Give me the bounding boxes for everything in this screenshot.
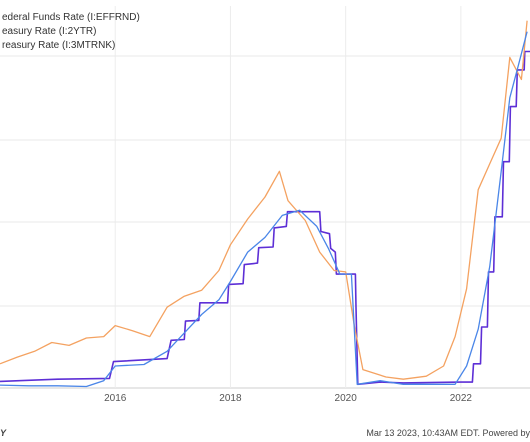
series-line-1 xyxy=(0,50,530,386)
series-line-3 xyxy=(0,31,528,388)
ycharts-logo-mark-icon: Y xyxy=(0,428,7,438)
footer-timestamp: Mar 13 2023, 10:43AM EDT. Powered by xyxy=(366,428,530,438)
x-tick-label: 2018 xyxy=(219,393,242,404)
legend-item-3[interactable]: reasury Rate (I:3MTRNK) xyxy=(2,40,115,51)
legend-item-1[interactable]: ederal Funds Rate (I:EFFRND) xyxy=(2,12,140,23)
x-axis-ticks: 2016 2018 2020 2022 xyxy=(104,393,472,404)
legend-label-1: ederal Funds Rate (I:EFFRND) xyxy=(2,12,140,23)
x-tick-label: 2022 xyxy=(450,393,473,404)
chart-grid xyxy=(0,6,530,389)
footer: Y Mar 13 2023, 10:43AM EDT. Powered by xyxy=(0,428,530,438)
legend-label-3: reasury Rate (I:3MTRNK) xyxy=(2,40,115,51)
legend-label-2: easury Rate (I:2YTR) xyxy=(2,26,96,37)
legend: ederal Funds Rate (I:EFFRND) easury Rate… xyxy=(2,12,140,51)
legend-item-2[interactable]: easury Rate (I:2YTR) xyxy=(2,26,96,37)
series-layer xyxy=(0,20,530,388)
series-line-2 xyxy=(0,20,528,380)
x-tick-label: 2020 xyxy=(335,393,358,404)
x-tick-label: 2016 xyxy=(104,393,127,404)
